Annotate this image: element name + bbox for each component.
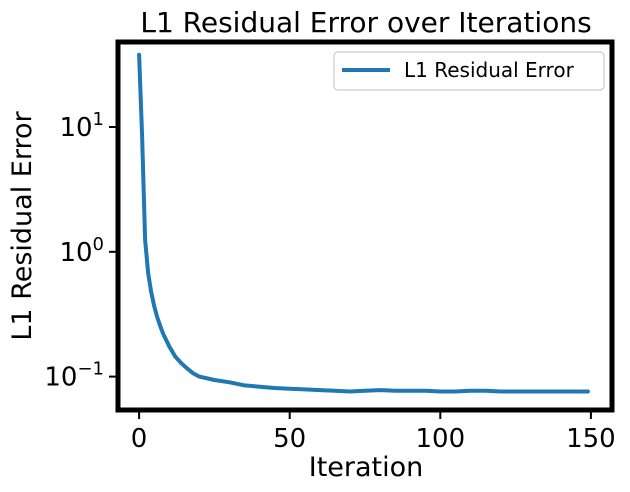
x-tick-label: 150 [566, 424, 616, 454]
x-axis-ticks: 0 50 100 150 [131, 410, 616, 454]
plot-frame [115, 39, 615, 413]
x-tick-label: 0 [131, 424, 148, 454]
legend: L1 Residual Error [333, 51, 605, 91]
y-axis-ticks: 10−1 100 101 [44, 109, 118, 393]
y-tick-label: 10−1 [44, 359, 104, 393]
series-line [137, 52, 590, 394]
chart-title: L1 Residual Error over Iterations [140, 6, 591, 39]
legend-label: L1 Residual Error [404, 58, 575, 82]
x-tick-label: 50 [273, 424, 306, 454]
y-axis-label: L1 Residual Error [7, 110, 38, 340]
x-axis-label: Iteration [309, 452, 424, 483]
x-tick-label: 100 [415, 424, 465, 454]
legend-box [333, 51, 605, 91]
y-tick-label: 100 [59, 234, 104, 268]
y-tick-label: 101 [59, 109, 104, 143]
